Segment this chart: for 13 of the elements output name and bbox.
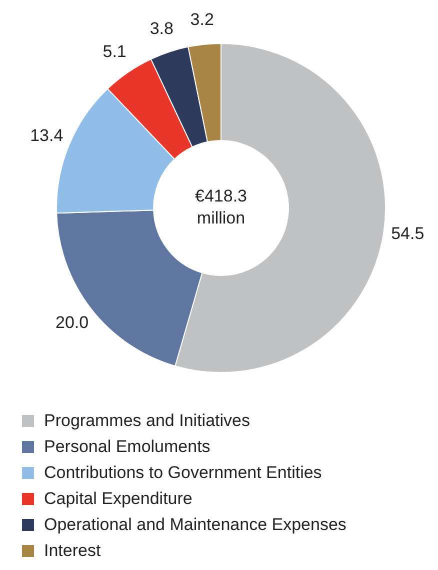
legend-label: Operational and Maintenance Expenses xyxy=(44,515,346,535)
text: €418.3 million xyxy=(195,186,247,228)
legend-label: Programmes and Initiatives xyxy=(44,411,250,431)
legend-label: Contributions to Government Entities xyxy=(44,463,322,483)
data-label: 20.0 xyxy=(56,313,89,332)
data-label: 13.4 xyxy=(30,126,64,146)
data-label: 3.2 xyxy=(190,10,214,30)
legend-label: Interest xyxy=(44,541,101,561)
data-label: 54.5 xyxy=(391,224,424,244)
legend-label: Capital Expenditure xyxy=(44,489,192,509)
data-label: 3.8 xyxy=(150,18,174,38)
data-label: 5.1 xyxy=(102,42,126,62)
legend-label: Personal Emoluments xyxy=(44,437,210,457)
